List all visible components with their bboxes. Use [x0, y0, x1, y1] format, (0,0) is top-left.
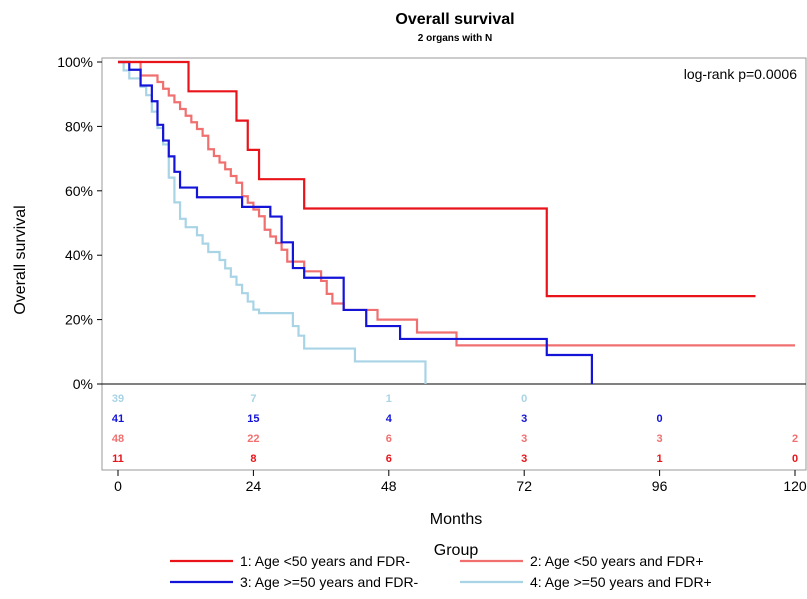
x-tick-label: 72	[516, 478, 532, 494]
x-tick-label: 48	[381, 478, 397, 494]
x-axis: 0 24 48 72 96 120	[114, 470, 807, 494]
y-tick-label: 0%	[73, 376, 93, 392]
series-lines	[118, 60, 795, 384]
x-tick-label: 0	[114, 478, 122, 494]
at-risk-count: 1	[386, 393, 392, 405]
at-risk-count: 6	[386, 453, 392, 465]
at-risk-count: 41	[112, 413, 124, 425]
at-risk-count: 8	[250, 453, 256, 465]
series-line-2	[118, 60, 795, 347]
x-tick-label: 24	[246, 478, 262, 494]
legend-label-4: 4: Age >=50 years and FDR+	[530, 574, 712, 590]
at-risk-count: 6	[386, 433, 392, 445]
y-tick-label: 60%	[65, 183, 93, 199]
at-risk-count: 15	[247, 413, 259, 425]
at-risk-count: 3	[521, 433, 527, 445]
plot-frame	[101, 57, 807, 471]
chart-title: Overall survival	[395, 11, 514, 28]
at-risk-count: 2	[792, 433, 798, 445]
at-risk-count: 3	[521, 413, 527, 425]
at-risk-count: 7	[250, 393, 256, 405]
x-tick-label: 120	[783, 478, 807, 494]
y-tick-label: 20%	[65, 312, 93, 328]
legend-label-2: 2: Age <50 years and FDR+	[530, 553, 704, 569]
x-tick-label: 96	[652, 478, 668, 494]
at-risk-count: 1	[657, 453, 663, 465]
at-risk-count: 0	[521, 393, 527, 405]
at-risk-count: 11	[112, 453, 124, 465]
at-risk-count: 22	[247, 433, 259, 445]
series-line-3	[118, 60, 593, 384]
y-tick-label: 40%	[65, 247, 93, 263]
chart-subtitle: 2 organs with N	[418, 33, 492, 44]
at-risk-count: 39	[112, 393, 124, 405]
series-line-1	[118, 60, 756, 298]
legend: 1: Age <50 years and FDR- 2: Age <50 year…	[170, 553, 712, 590]
at-risk-count: 0	[657, 413, 663, 425]
at-risk-count: 3	[521, 453, 527, 465]
at-risk-table: 39 7 1 0 41 15 4 3 0 48 22 6 3 3 2 11 8 6 3 1 0	[112, 393, 798, 465]
at-risk-count: 3	[657, 433, 663, 445]
y-tick-label: 80%	[65, 118, 93, 134]
legend-title: Group	[434, 542, 479, 559]
x-axis-label: Months	[430, 511, 482, 528]
at-risk-count: 0	[792, 453, 798, 465]
y-tick-label: 100%	[57, 54, 93, 70]
series-line-4	[118, 60, 427, 384]
legend-label-3: 3: Age >=50 years and FDR-	[240, 574, 419, 590]
legend-label-1: 1: Age <50 years and FDR-	[240, 553, 410, 569]
at-risk-count: 4	[386, 413, 393, 425]
y-axis: 0% 20% 40% 60% 80% 100%	[57, 54, 102, 392]
logrank-annotation: log-rank p=0.0006	[684, 66, 797, 82]
y-axis-label: Overall survival	[12, 205, 29, 314]
at-risk-count: 48	[112, 433, 124, 445]
